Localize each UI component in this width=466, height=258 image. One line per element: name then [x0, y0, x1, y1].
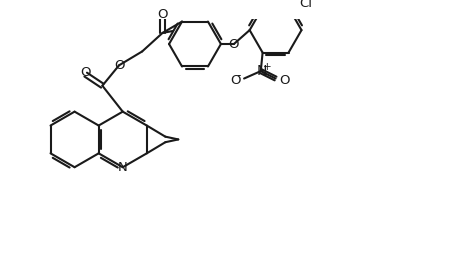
Text: N: N — [118, 161, 128, 174]
Text: O: O — [230, 74, 240, 87]
Text: O: O — [81, 66, 91, 79]
Text: -: - — [236, 69, 241, 82]
Text: Cl: Cl — [300, 0, 313, 11]
Text: O: O — [114, 59, 124, 72]
Text: O: O — [279, 74, 290, 87]
Text: +: + — [263, 62, 272, 72]
Text: O: O — [229, 37, 239, 51]
Text: O: O — [158, 8, 168, 21]
Text: N: N — [256, 64, 267, 78]
